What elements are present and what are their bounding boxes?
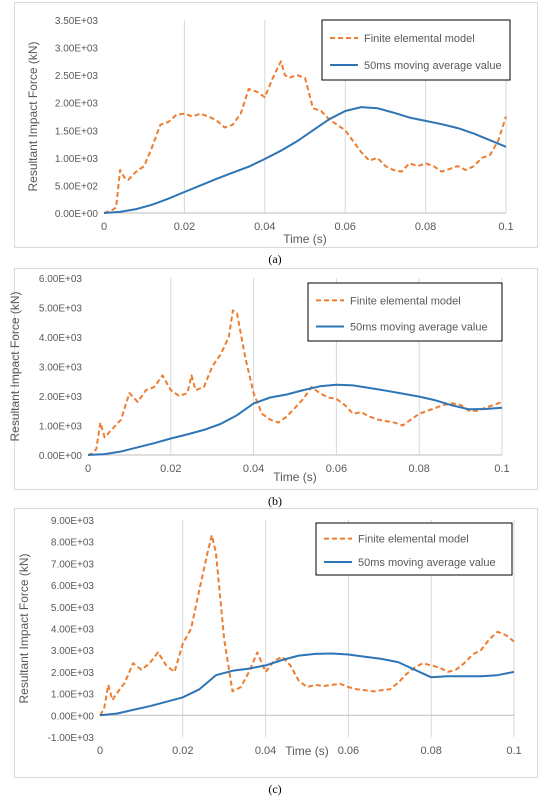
x-tick-label: 0.1 [506, 745, 521, 757]
y-tick-label: 5.00E+03 [39, 304, 83, 315]
legend-label: Finite elemental model [350, 295, 461, 307]
legend-label: 50ms moving average value [364, 60, 502, 72]
series-line-fem [103, 60, 507, 214]
x-tick-label: 0.04 [243, 463, 264, 475]
legend-label: Finite elemental model [358, 534, 469, 546]
series-line-moving-average [87, 383, 503, 456]
series-line-fem [87, 309, 503, 456]
y-tick-label: 3.00E+03 [39, 363, 83, 374]
y-axis-title: Resultant Impact Force (kN) [8, 291, 22, 441]
y-tick-label: 2.00E+03 [51, 668, 95, 679]
chart-2: 0 0.02 0.04 0.06 0.08 0.1 -1.00E+03 0.00E+00 1.0… [17, 516, 522, 758]
y-tick-label: 2.50E+03 [55, 71, 99, 82]
x-tick-label: 0.08 [408, 463, 429, 475]
x-axis-title: Time (s) [273, 470, 317, 484]
y-tick-label: -1.00E+03 [48, 733, 95, 744]
legend-box [315, 522, 513, 576]
caption-a: (a) [268, 252, 282, 266]
y-tick-label: 6.00E+03 [51, 581, 95, 592]
y-tick-label: 4.00E+03 [39, 333, 83, 344]
chart-0: 0 0.02 0.04 0.06 0.08 0.1 0.00E+00 5.00E+02 1.00… [26, 16, 514, 246]
y-tick-label: 5.00E+03 [51, 603, 95, 614]
y-tick-label: 1.00E+03 [39, 422, 83, 433]
x-tick-label: 0.02 [174, 221, 195, 233]
y-axis-title: Resultant Impact Force (kN) [26, 41, 40, 191]
x-tick-label: 0.08 [420, 745, 441, 757]
y-tick-label: 8.00E+03 [51, 538, 95, 549]
y-tick-label: 0.00E+00 [55, 209, 99, 220]
x-tick-label: 0.04 [254, 221, 275, 233]
y-tick-label: 0.00E+00 [39, 451, 83, 462]
x-tick-label: 0.06 [326, 463, 347, 475]
y-axis-title: Resultant Impact Force (kN) [17, 553, 31, 703]
y-tick-label: 9.00E+03 [51, 516, 95, 527]
x-tick-label: 0.06 [334, 221, 355, 233]
y-tick-label: 1.50E+03 [55, 126, 99, 137]
y-tick-label: 1.00E+03 [55, 154, 99, 165]
x-tick-label: 0.02 [160, 463, 181, 475]
x-tick-label: 0.1 [498, 221, 513, 233]
x-tick-label: 0 [85, 463, 91, 475]
legend-label: 50ms moving average value [350, 322, 488, 334]
legend-label: Finite elemental model [364, 33, 475, 45]
x-tick-label: 0.08 [415, 221, 436, 233]
y-tick-label: 0.00E+00 [51, 711, 95, 722]
x-tick-label: 0 [101, 221, 107, 233]
legend-label: 50ms moving average value [358, 557, 496, 569]
caption-c: (c) [268, 782, 282, 796]
x-tick-label: 0.1 [494, 463, 509, 475]
series-line-moving-average [99, 652, 515, 717]
y-tick-label: 2.00E+03 [39, 392, 83, 403]
caption-b: (b) [268, 494, 282, 508]
y-tick-label: 4.00E+03 [51, 625, 95, 636]
y-tick-label: 3.50E+03 [55, 16, 99, 27]
y-tick-label: 3.00E+03 [55, 44, 99, 55]
x-tick-label: 0.04 [255, 745, 276, 757]
y-tick-label: 2.00E+03 [55, 99, 99, 110]
chart-1: 0 0.02 0.04 0.06 0.08 0.1 0.00E+00 1.00E+03 2.00… [8, 274, 510, 484]
y-tick-label: 6.00E+03 [39, 274, 83, 285]
x-axis-title: Time (s) [285, 744, 329, 758]
legend-box [307, 282, 503, 342]
y-tick-label: 1.00E+03 [51, 690, 95, 701]
x-tick-label: 0.02 [172, 745, 193, 757]
x-tick-label: 0.06 [338, 745, 359, 757]
y-tick-label: 5.00E+02 [55, 181, 99, 192]
x-axis-title: Time (s) [283, 232, 327, 246]
legend-box [321, 19, 511, 81]
y-tick-label: 3.00E+03 [51, 646, 95, 657]
series-line-moving-average [103, 106, 507, 214]
series-line-fem [99, 534, 515, 716]
y-tick-label: 7.00E+03 [51, 559, 95, 570]
x-tick-label: 0 [97, 745, 103, 757]
